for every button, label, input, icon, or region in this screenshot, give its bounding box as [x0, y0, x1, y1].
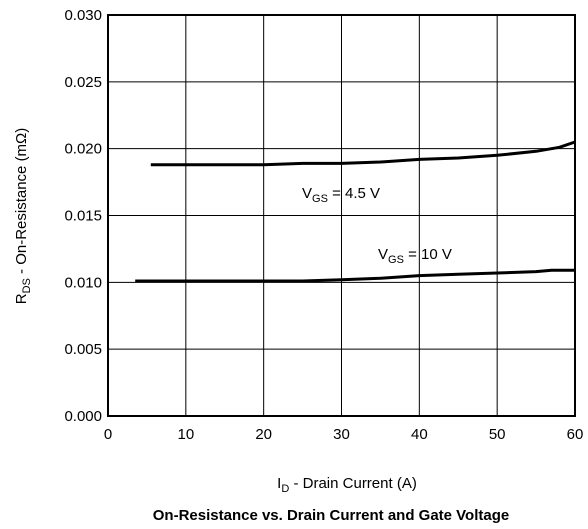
x-tick-label-1: 10 — [177, 426, 194, 443]
x-tick-label-4: 40 — [411, 426, 428, 443]
y-axis-label: RDS - On-Resistance (mΩ) — [13, 128, 33, 305]
series-lines — [135, 140, 576, 283]
series-line-1 — [135, 268, 575, 283]
x-tick-labels: 0 10 20 30 40 50 60 — [104, 426, 584, 443]
x-tick-label-2: 20 — [255, 426, 272, 443]
y-tick-label-1: 0.005 — [64, 341, 102, 358]
x-axis-label: ID - Drain Current (A) — [277, 475, 417, 495]
y-tick-label-3: 0.015 — [64, 208, 102, 225]
y-tick-label-6: 0.030 — [64, 7, 102, 24]
series-label-vgs-10v: VGS = 10 V — [378, 246, 452, 266]
series-line-0 — [150, 140, 576, 167]
y-tick-label-0: 0.000 — [64, 408, 102, 425]
x-tick-label-6: 60 — [567, 426, 584, 443]
grid-lines — [107, 14, 576, 417]
x-tick-label-3: 30 — [333, 426, 350, 443]
x-tick-label-5: 50 — [489, 426, 506, 443]
x-tick-label-0: 0 — [104, 426, 112, 443]
series-label-vgs-4-5v: VGS = 4.5 V — [302, 185, 380, 205]
chart-title: On-Resistance vs. Drain Current and Gate… — [153, 507, 509, 524]
y-tick-label-5: 0.025 — [64, 74, 102, 91]
y-tick-label-4: 0.020 — [64, 141, 102, 158]
y-tick-labels: 0.000 0.005 0.010 0.015 0.020 0.025 0.030 — [64, 7, 102, 425]
y-tick-label-2: 0.010 — [64, 274, 102, 291]
plot-frame — [107, 14, 576, 417]
